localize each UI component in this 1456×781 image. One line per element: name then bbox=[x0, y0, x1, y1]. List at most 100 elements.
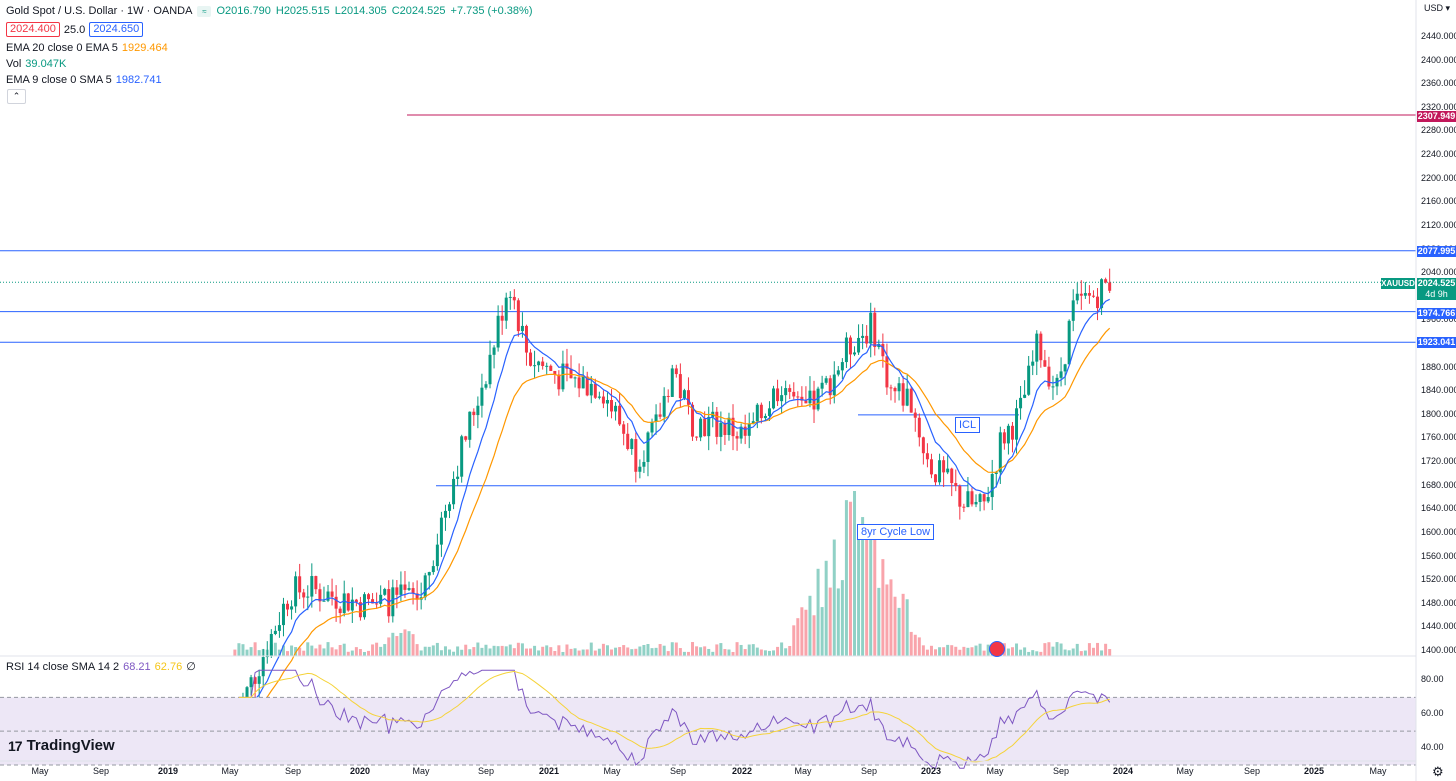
candle-body bbox=[792, 391, 796, 397]
candle-body bbox=[257, 676, 261, 684]
candle-body bbox=[670, 368, 674, 397]
candle-body bbox=[415, 593, 419, 600]
candle-body bbox=[970, 491, 974, 505]
collapse-legend-button[interactable]: ⌃ bbox=[7, 89, 26, 104]
ema20-legend[interactable]: EMA 20 close 0 EMA 5 1929.464 bbox=[6, 41, 168, 55]
volume-bar bbox=[674, 642, 678, 656]
candle-body bbox=[828, 378, 832, 396]
volume-bar bbox=[541, 646, 545, 656]
candle-body bbox=[865, 335, 869, 344]
ema20-line bbox=[234, 327, 1111, 722]
volume-bar bbox=[553, 651, 557, 656]
visibility-icon[interactable]: ≈ bbox=[197, 5, 212, 17]
rsi-legend[interactable]: RSI 14 close SMA 14 2 68.21 62.76 ∅ bbox=[6, 660, 196, 674]
volume-bar bbox=[557, 645, 561, 656]
price-tick-label: 2160.000 bbox=[1421, 196, 1456, 207]
volume-bar bbox=[723, 649, 727, 656]
candle-body bbox=[739, 426, 743, 439]
candle-body bbox=[427, 572, 431, 576]
candle-body bbox=[439, 517, 443, 545]
volume-bar bbox=[277, 649, 281, 656]
price-tick-label: 1840.000 bbox=[1421, 385, 1456, 396]
candle-body bbox=[597, 396, 601, 398]
volume-bar bbox=[468, 649, 472, 656]
candle-body bbox=[1059, 371, 1063, 378]
symbol-tag: XAUUSD bbox=[1381, 278, 1415, 289]
volume-bar bbox=[326, 642, 330, 656]
volume-bar bbox=[836, 588, 840, 656]
bid-button[interactable]: 2024.400 bbox=[6, 22, 60, 37]
symbol-title[interactable]: Gold Spot / U.S. Dollar · 1W · OANDA bbox=[6, 5, 193, 17]
volume-bar bbox=[310, 645, 314, 656]
candle-body bbox=[306, 596, 310, 598]
candle-body bbox=[423, 575, 427, 598]
candle-body bbox=[1075, 293, 1079, 301]
candle-body bbox=[1035, 333, 1039, 362]
candle-body bbox=[1031, 361, 1035, 366]
volume-bar bbox=[626, 647, 630, 656]
candle-body bbox=[897, 383, 901, 392]
cycle-low-label[interactable]: 8yr Cycle Low bbox=[857, 524, 935, 540]
candle-body bbox=[573, 377, 577, 379]
level-1923-tag: 1923.041 bbox=[1417, 337, 1456, 348]
candle-body bbox=[881, 343, 885, 357]
candle-body bbox=[330, 591, 334, 597]
candle-body bbox=[1006, 425, 1010, 444]
currency-selector[interactable]: USD ▾ bbox=[1424, 3, 1451, 13]
volume-bar bbox=[954, 646, 958, 656]
candle-body bbox=[638, 466, 642, 472]
candle-body bbox=[435, 544, 439, 567]
us-flag-icon[interactable] bbox=[989, 641, 1005, 657]
volume-bar bbox=[978, 643, 982, 656]
settings-gear-icon[interactable]: ⚙ bbox=[1432, 764, 1444, 779]
candle-body bbox=[407, 588, 411, 590]
candle-body bbox=[618, 405, 622, 425]
price-tick-label: 2320.000 bbox=[1421, 101, 1456, 112]
volume-bar bbox=[504, 646, 508, 656]
time-tick-label: Sep bbox=[92, 766, 110, 776]
volume-bar bbox=[662, 645, 666, 656]
volume-bar bbox=[1031, 650, 1035, 656]
volume-bar bbox=[622, 645, 626, 656]
price-tick-label: 1600.000 bbox=[1421, 526, 1456, 537]
volume-bar bbox=[249, 647, 253, 656]
volume-bar bbox=[529, 648, 533, 656]
volume-bar bbox=[1027, 651, 1031, 656]
ask-button[interactable]: 2024.650 bbox=[89, 22, 144, 37]
candle-body bbox=[650, 421, 654, 433]
icl-label[interactable]: ICL bbox=[955, 417, 981, 433]
time-tick-label: May bbox=[1369, 766, 1387, 776]
candle-body bbox=[691, 404, 695, 437]
ema9-legend[interactable]: EMA 9 close 0 SMA 5 1982.741 bbox=[6, 73, 162, 87]
candle-body bbox=[844, 337, 848, 363]
candle-body bbox=[682, 390, 686, 399]
candle-body bbox=[460, 436, 464, 477]
candle-body bbox=[1104, 279, 1108, 283]
candle-body bbox=[869, 312, 873, 344]
volume-bar bbox=[545, 645, 549, 656]
candle-body bbox=[294, 576, 298, 607]
candle-body bbox=[472, 411, 476, 416]
candle-body bbox=[553, 370, 557, 375]
volume-bar bbox=[306, 642, 310, 656]
time-tick-label: May bbox=[412, 766, 430, 776]
volume-bar bbox=[881, 559, 885, 656]
volume-bar bbox=[399, 632, 403, 656]
volume-legend[interactable]: Vol 39.047K bbox=[6, 57, 66, 71]
candle-body bbox=[443, 510, 447, 518]
candle-body bbox=[245, 687, 249, 699]
price-tick-label: 1400.000 bbox=[1421, 645, 1456, 655]
candle-body bbox=[674, 368, 678, 375]
volume-bar bbox=[686, 651, 690, 656]
volume-bar bbox=[322, 648, 326, 656]
time-tick-label: Sep bbox=[669, 766, 687, 776]
candle-body bbox=[820, 382, 824, 389]
volume-bar bbox=[585, 649, 589, 656]
price-tick-label: 1960.000 bbox=[1421, 314, 1456, 325]
candle-body bbox=[358, 602, 362, 618]
volume-bar bbox=[638, 646, 642, 656]
rsi-tick-label: 80.00 bbox=[1421, 674, 1444, 685]
volume-bar bbox=[905, 599, 909, 656]
volume-bar bbox=[719, 643, 723, 656]
